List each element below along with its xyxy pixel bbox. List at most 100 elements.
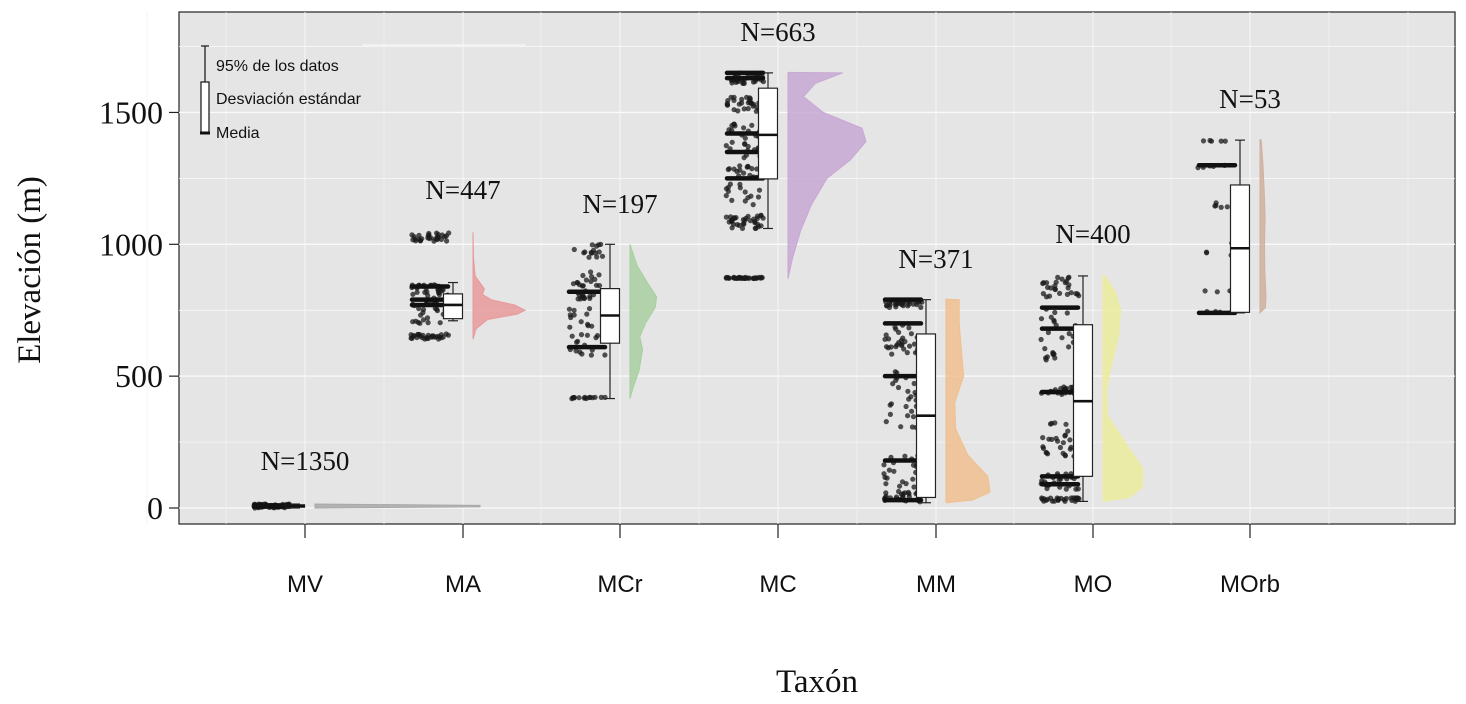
data-point — [416, 236, 422, 242]
data-point — [438, 236, 444, 242]
data-point — [745, 106, 751, 112]
data-point — [729, 80, 735, 86]
data-point — [1068, 384, 1074, 390]
data-point — [889, 351, 895, 357]
data-point — [1075, 486, 1081, 492]
data-point — [881, 462, 887, 468]
data-point — [723, 214, 730, 220]
data-point — [1040, 445, 1047, 451]
data-point — [896, 488, 902, 495]
data-point — [1224, 204, 1230, 210]
sample-size-labels: N=1350 N=447 N=197 N=663 N=371 N=400 N=53 — [261, 17, 1281, 476]
data-point — [753, 108, 759, 114]
data-point — [725, 184, 732, 190]
data-point — [592, 276, 598, 282]
data-point — [1063, 421, 1069, 427]
data-point — [747, 98, 753, 104]
data-point — [739, 225, 746, 231]
data-point — [883, 332, 889, 338]
data-point — [759, 275, 765, 281]
n-label-morb: N=53 — [1219, 84, 1281, 114]
data-point — [902, 453, 908, 459]
data-point — [905, 388, 911, 394]
data-point — [1051, 319, 1057, 325]
data-point — [725, 188, 732, 194]
data-point — [731, 97, 737, 103]
data-point — [578, 332, 585, 338]
data-point — [1200, 138, 1207, 144]
data-point — [598, 394, 604, 400]
data-point — [731, 107, 737, 113]
data-point — [584, 311, 590, 317]
data-point — [726, 127, 732, 133]
data-point — [742, 189, 748, 195]
legend: 95% de los datos Desviación estándar Med… — [200, 44, 526, 142]
density-cloud-mc — [787, 71, 867, 279]
data-point — [906, 325, 912, 331]
data-point — [756, 187, 763, 193]
data-point — [588, 250, 595, 256]
data-point — [904, 350, 910, 356]
data-point — [1060, 440, 1066, 446]
data-point — [586, 306, 593, 312]
data-point — [899, 341, 905, 347]
data-point — [753, 225, 759, 231]
data-point — [723, 193, 729, 199]
data-point — [439, 232, 445, 238]
density-clouds — [314, 71, 1267, 509]
data-point — [741, 125, 747, 131]
data-point — [883, 419, 889, 425]
data-point — [918, 304, 924, 310]
data-point — [750, 79, 757, 85]
data-point — [1043, 294, 1050, 300]
data-point — [1073, 291, 1079, 297]
data-point — [567, 324, 573, 330]
data-point — [587, 293, 593, 299]
data-point — [566, 306, 573, 312]
data-point — [741, 80, 747, 86]
x-axis: MV MA MCr MC MM MO MOrb — [287, 524, 1280, 598]
data-point — [899, 479, 906, 485]
data-point — [1207, 137, 1213, 144]
x-tick-label-mc: MC — [759, 571, 796, 598]
data-point — [1052, 309, 1058, 316]
data-point — [570, 395, 576, 401]
data-point — [911, 484, 917, 490]
legend-box — [200, 81, 210, 134]
data-point — [444, 238, 450, 244]
data-point — [887, 411, 894, 417]
data-point — [593, 282, 600, 288]
data-point — [729, 225, 735, 231]
data-point — [1218, 138, 1224, 144]
y-axis-title: Elevación (m) — [12, 176, 48, 364]
y-tick-label: 1500 — [99, 94, 163, 130]
data-point — [891, 468, 897, 474]
data-point — [725, 166, 731, 173]
data-point — [1052, 283, 1058, 289]
data-point — [440, 334, 446, 340]
data-point — [1072, 498, 1078, 504]
data-point — [890, 381, 896, 387]
data-point — [724, 102, 731, 108]
density-cloud-mv — [314, 503, 481, 509]
data-point — [1045, 451, 1051, 457]
data-point — [749, 166, 755, 172]
data-point — [411, 234, 417, 240]
data-point — [1057, 444, 1063, 451]
data-point — [907, 343, 913, 349]
data-point — [897, 483, 903, 489]
data-point — [737, 167, 743, 173]
data-point — [892, 369, 898, 375]
data-point — [750, 202, 756, 208]
density-cloud-mm — [945, 298, 991, 504]
data-point — [578, 319, 584, 325]
data-point — [900, 303, 906, 309]
box-ma — [442, 293, 464, 320]
data-point — [755, 194, 762, 200]
data-point — [1044, 280, 1050, 286]
data-point — [740, 217, 747, 223]
y-tick-label: 0 — [147, 490, 163, 526]
legend-item-95: 95% de los datos — [216, 58, 339, 75]
data-point — [893, 377, 899, 383]
data-point — [911, 380, 917, 387]
